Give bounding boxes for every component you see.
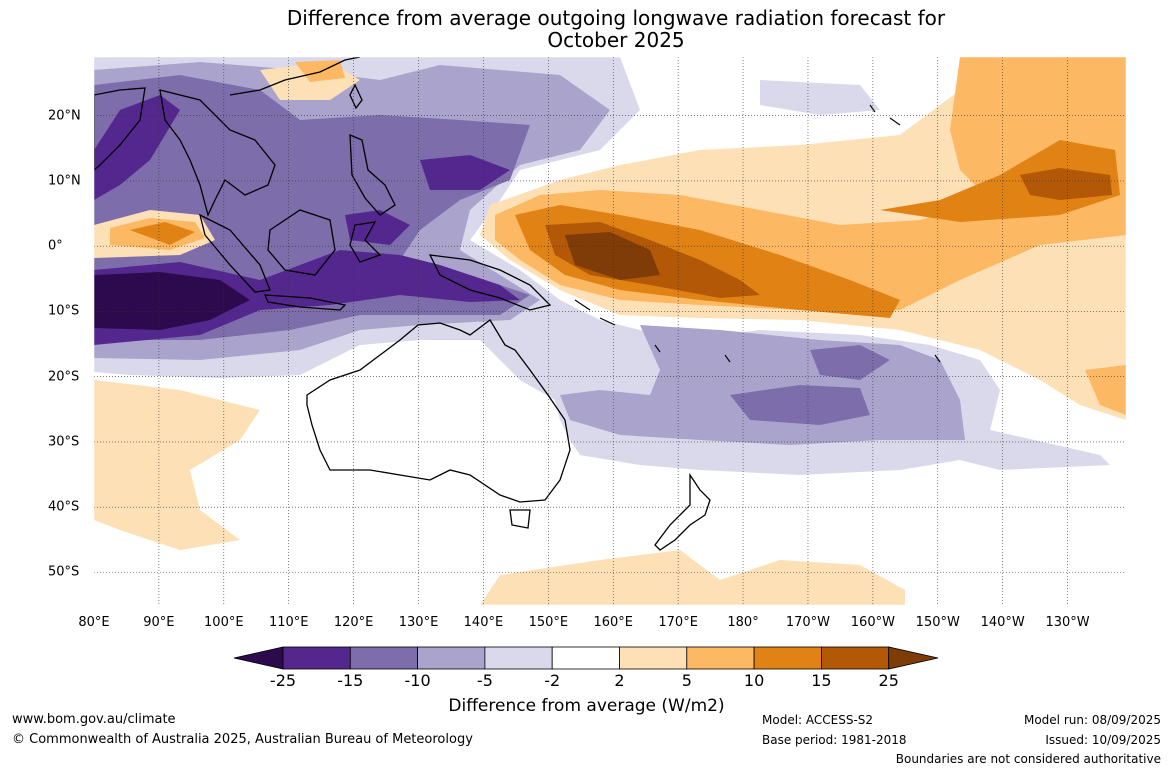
colorbar [233, 646, 939, 670]
new-guinea-coastline [428, 254, 552, 311]
colorbar-tick-label: 10 [743, 671, 765, 690]
colorbar-tick-label: -10 [404, 671, 431, 690]
extreme-positive-anomaly-equatorial-pacific [565, 232, 660, 280]
new-zealand-coastline [654, 472, 711, 551]
moderate-positive-anomaly-south-east-pacific [1085, 365, 1126, 415]
longitude-label: 170°W [785, 615, 831, 630]
longitude-label: 160°W [850, 615, 895, 630]
colorbar-label: Difference from average (W/m2) [448, 696, 725, 716]
colorbar-tick-label: 25 [878, 671, 899, 690]
longitude-label: 120°E [333, 615, 374, 630]
latitude-label: 20°S [48, 369, 80, 385]
longitude-label: 150°W [915, 615, 960, 630]
latitude-label: 30°S [48, 434, 80, 450]
colorbar-tick-label: 2 [614, 671, 625, 690]
copyright-notice: © Commonwealth of Australia 2025, Austra… [12, 732, 473, 747]
longitude-label: 110°E [268, 615, 309, 630]
colorbar-tick-label: -5 [476, 671, 493, 690]
strong-negative-anomaly-bay-of-bengal [94, 95, 180, 200]
pacific-islands-coastline [574, 104, 941, 363]
india-coastline [94, 87, 146, 171]
colorbar-swatch [686, 646, 755, 670]
colorbar-tick-label: 15 [811, 671, 832, 690]
colorbar-swatch [619, 646, 688, 670]
colorbar-swatch [551, 646, 620, 670]
latitude-label: 10°S [48, 303, 80, 319]
longitude-label: 180° [727, 615, 759, 630]
colorbar-swatch [417, 646, 486, 670]
colorbar-swatch [821, 646, 890, 670]
longitude-label: 80°E [78, 615, 110, 630]
boundaries-disclaimer: Boundaries are not considered authoritat… [895, 752, 1161, 766]
longitude-label: 170°E [658, 615, 698, 630]
colorbar-swatch [753, 646, 822, 670]
negative-anomaly-region-north-pacific [760, 80, 880, 115]
very-strong-positive-anomaly-north-east-pacific [1020, 168, 1112, 200]
latitude-label: 0° [48, 238, 63, 254]
positive-anomaly-region-southern-ocean [480, 550, 905, 605]
model-run-date: Model run: 08/09/2025 [1023, 713, 1161, 727]
colorbar-swatch [484, 646, 553, 670]
extreme-negative-anomaly-eastern-indian-ocean [94, 272, 250, 330]
longitude-label: 150°E [528, 615, 569, 630]
latitude-label: 20°N [48, 108, 81, 124]
sulawesi-coastline [349, 221, 382, 263]
colorbar-swatch [349, 646, 418, 670]
java-coastline [263, 294, 347, 311]
anomaly-contours [94, 57, 1126, 605]
positive-anomaly-region-south-indian-ocean [94, 380, 260, 550]
latitude-label: 40°S [48, 499, 80, 515]
longitude-label: 130°E [398, 615, 439, 630]
colorbar-max-extension [888, 646, 939, 670]
borneo-coastline [267, 209, 336, 276]
website-link[interactable]: www.bom.gov.au/climate [12, 712, 176, 727]
china-coastline [229, 57, 361, 96]
issued-date: Issued: 10/09/2025 [1045, 733, 1161, 747]
longitude-label: 100°E [204, 615, 244, 630]
tasmania-coastline [509, 509, 531, 529]
strong-negative-anomaly-sulawesi [345, 210, 410, 245]
colorbar-swatch [282, 646, 351, 670]
map-title-period: October 2025 [547, 28, 685, 52]
negative-anomaly-region-central-south-pacific [730, 385, 870, 425]
negative-anomaly-region-samoa [810, 345, 890, 380]
colorbar-tick-label: -15 [337, 671, 364, 690]
colorbar-tick-label: -2 [544, 671, 561, 690]
indochina-coastline [159, 89, 276, 217]
base-period: Base period: 1981-2018 [762, 733, 907, 747]
map-frame [93, 56, 1127, 606]
colorbar-tick-label: 5 [681, 671, 692, 690]
australia-coastline [306, 319, 571, 503]
map-title: Difference from average outgoing longwav… [286, 6, 946, 30]
sumatra-coastline [199, 213, 271, 293]
longitude-label: 140°W [980, 615, 1025, 630]
colorbar-min-extension [233, 646, 284, 670]
longitude-label: 160°E [593, 615, 633, 630]
model-name: Model: ACCESS-S2 [762, 713, 874, 727]
strong-positive-anomaly-equatorial-indian [130, 222, 195, 245]
latitude-label: 10°N [48, 173, 81, 189]
longitude-label: 90°E [143, 615, 175, 630]
taiwan-coastline [349, 83, 363, 110]
longitude-label: 140°E [463, 615, 504, 630]
philippines-coastline [349, 134, 396, 216]
longitude-label: 130°W [1045, 615, 1090, 630]
gridlines [94, 57, 1126, 605]
colorbar-tick-label: -25 [269, 671, 297, 690]
latitude-label: 50°S [48, 564, 80, 580]
